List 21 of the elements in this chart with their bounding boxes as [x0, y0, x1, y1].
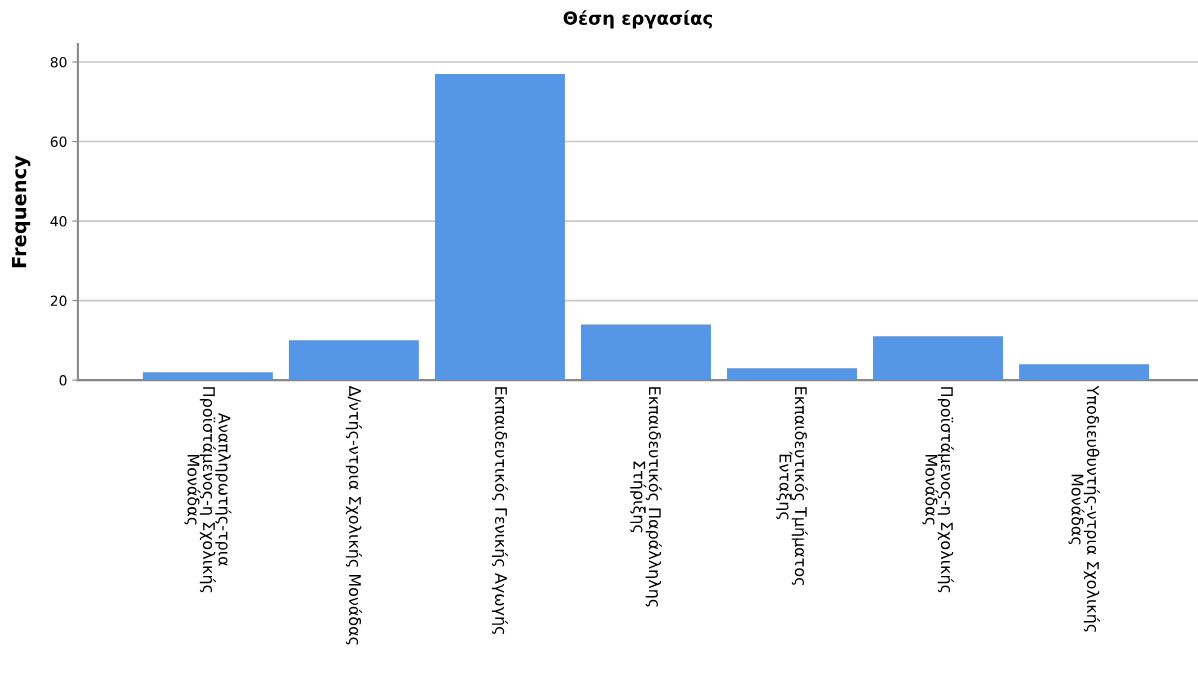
bar — [873, 336, 1004, 381]
bar — [288, 340, 419, 381]
chart-title: Θέση εργασίας — [563, 10, 712, 29]
y-tick-label: 0 — [59, 375, 67, 386]
x-tick-label: Υποδιευθυντής-ντρια Σχολικής Μονάδας — [1068, 385, 1100, 632]
y-tick-label: 40 — [50, 216, 67, 227]
x-tick-label: Προϊστάμενος-η Σχολικής Μονάδας — [922, 387, 954, 593]
y-tick-label: 20 — [50, 295, 67, 307]
bar — [142, 372, 273, 381]
y-tick-label: 60 — [50, 136, 67, 147]
bar — [1019, 364, 1150, 381]
y-axis-title: Frequency — [11, 155, 31, 268]
x-tick-label: Εκπαιδευτικός Παράλληλης Στήριξης — [630, 387, 662, 607]
x-tick-label: Εκπαιδευτικός Τμήματος Ένταξης — [776, 387, 808, 585]
x-tick-label: Εκπαιδευτικός Γενικής Αγωγής — [491, 387, 508, 634]
bar — [580, 324, 711, 381]
bar — [434, 73, 565, 381]
bar — [727, 368, 857, 381]
y-tick-label: 80 — [50, 56, 67, 68]
x-tick-label: Αναπληρωτής-τρια Προϊστάμενος-η Σχολικής Μονάδας — [184, 387, 232, 593]
x-tick-label: Δ/ντής-ντρια Σχολικής Μονάδας — [345, 385, 362, 645]
